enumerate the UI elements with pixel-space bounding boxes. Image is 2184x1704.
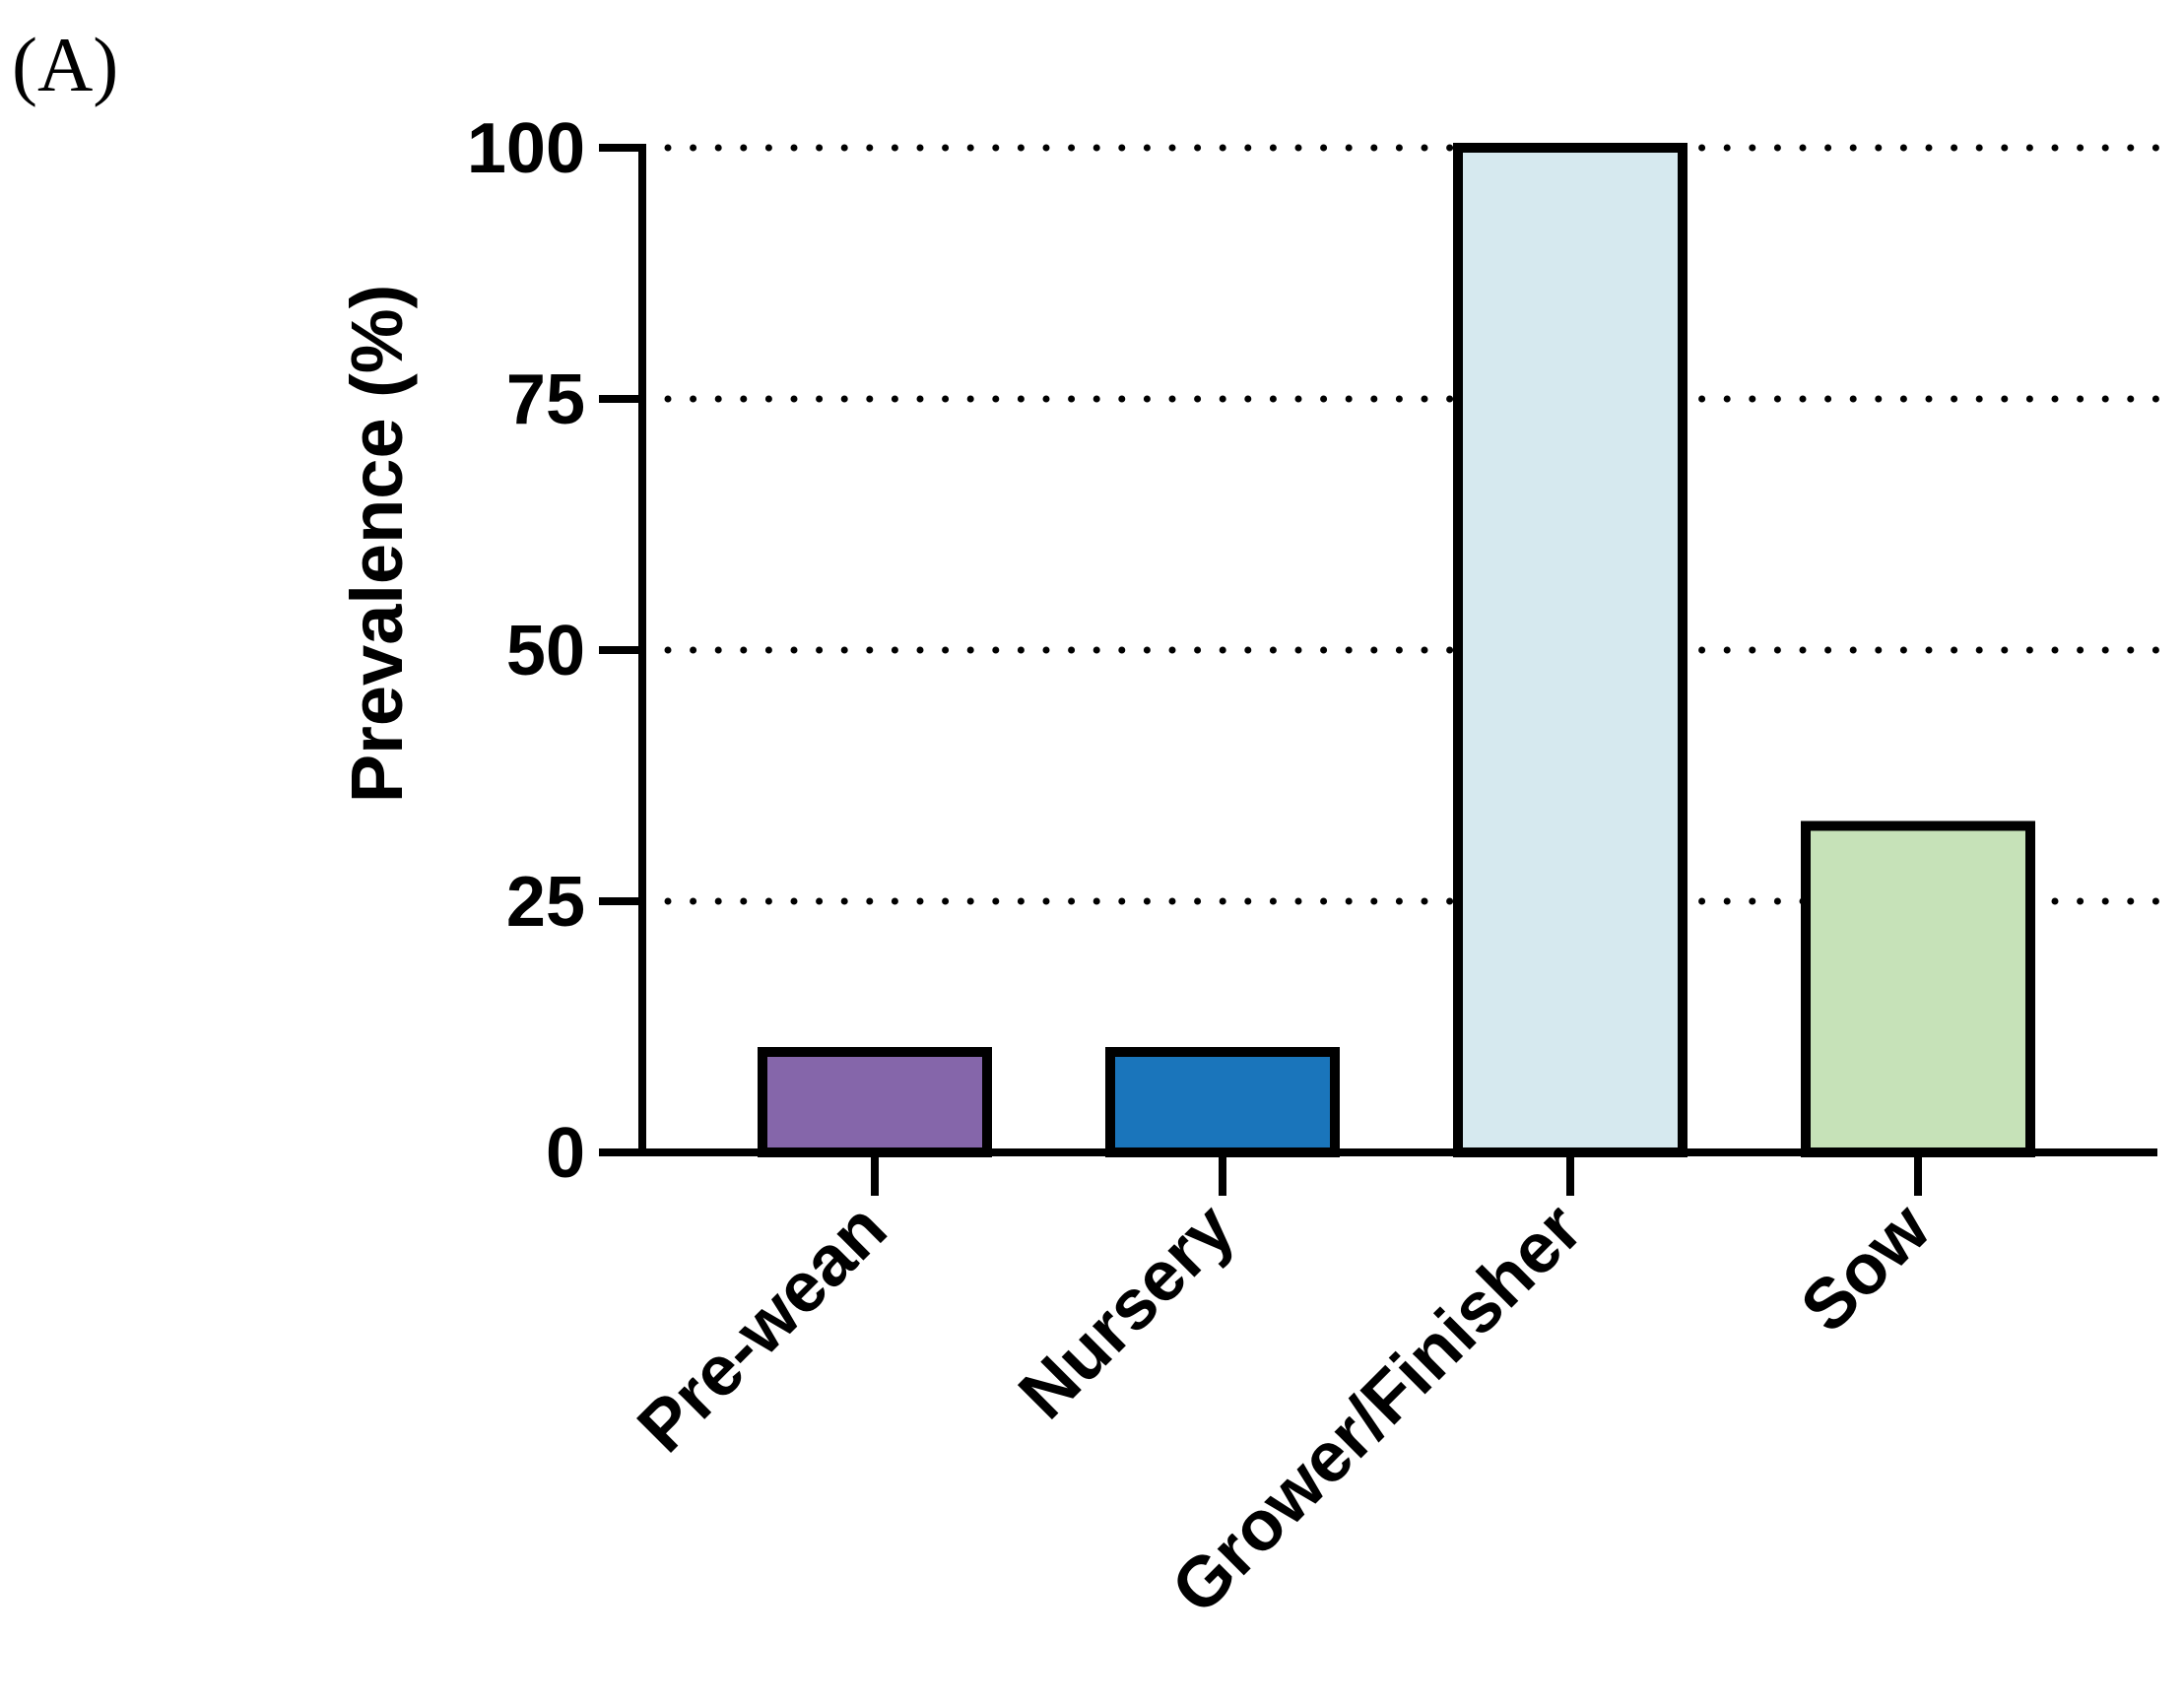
bar-nursery bbox=[1105, 1047, 1340, 1157]
y-tick-label-25: 25 bbox=[506, 863, 585, 942]
bar-grower-finisher bbox=[1453, 143, 1688, 1157]
y-tick-label-0: 0 bbox=[546, 1114, 585, 1193]
y-tick-label-50: 50 bbox=[506, 612, 585, 690]
x-tick-label-pre-wean: Pre-wean bbox=[623, 1189, 901, 1468]
panel-label: (A) bbox=[12, 22, 118, 107]
grid-lines bbox=[664, 144, 2161, 905]
y-tick-label-75: 75 bbox=[506, 360, 585, 439]
x-tick-label-nursery: Nursery bbox=[1004, 1189, 1249, 1434]
bar-sow bbox=[1801, 820, 2035, 1157]
y-axis-ticks: 0 25 50 75 100 bbox=[467, 109, 642, 1193]
bars bbox=[758, 143, 2035, 1157]
y-tick-label-100: 100 bbox=[467, 109, 585, 188]
bar-pre-wean bbox=[758, 1047, 992, 1157]
y-axis-title: Prevalence (%) bbox=[336, 285, 418, 804]
x-tick-label-sow: Sow bbox=[1786, 1188, 1946, 1347]
